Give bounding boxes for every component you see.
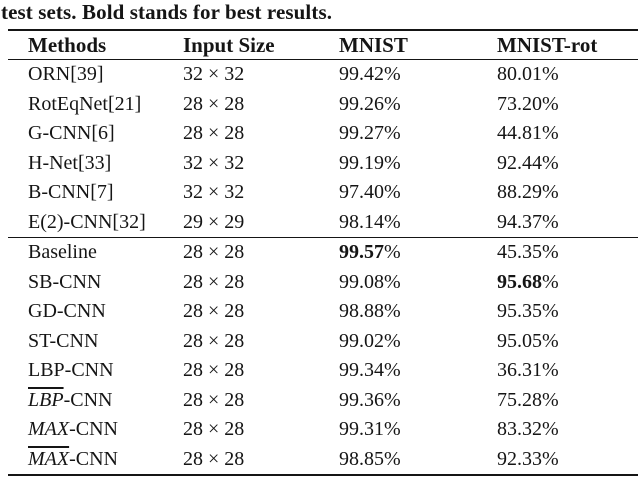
input-size-cell: 28 × 28 [183,418,245,441]
method-cell: LBP-CNN [28,388,113,411]
table-row: MAX-CNN 28 × 28 98.85% 92.33% [8,445,638,476]
mnist-rot-cell: 80.01% [497,63,559,86]
mnist-cell: 99.26% [339,92,401,115]
mnist-cell: 99.36% [339,388,401,411]
mnist-cell: 99.08% [339,270,401,293]
table-row: ST-CNN 28 × 28 99.02% 95.05% [8,327,638,357]
input-size-cell: 32 × 32 [183,151,245,174]
input-size-cell: 28 × 28 [183,388,245,411]
mnist-rot-cell: 88.29% [497,181,559,204]
mnist-rot-cell: 95.05% [497,329,559,352]
table-row: Baseline 28 × 28 99.57% 45.35% [8,237,638,268]
method-cell: MAX-CNN [28,418,118,441]
method-cell: ORN[39] [28,63,104,86]
mnist-rot-cell: 83.32% [497,418,559,441]
mnist-cell: 99.34% [339,359,401,382]
method-cell: H-Net[33] [28,151,112,174]
percent-sign: % [384,241,401,264]
mnist-cell: 98.85% [339,447,401,470]
input-size-cell: 28 × 28 [183,447,245,470]
column-header-input-size: Input Size [183,30,339,60]
mnist-cell: 98.14% [339,210,401,233]
table-row: E(2)-CNN[32] 29 × 29 98.14% 94.37% [8,208,638,238]
mnist-rot-cell: 95.68% [497,268,638,298]
table-row: H-Net[33] 32 × 32 99.19% 92.44% [8,149,638,179]
input-size-cell: 28 × 28 [183,270,245,293]
italic-method-name: MAX [28,418,70,441]
method-cell: MAX-CNN [28,447,118,470]
mnist-rot-cell: 92.44% [497,151,559,174]
mnist-rot-cell: 92.33% [497,447,559,470]
mnist-cell: 99.57% [339,237,497,268]
table-row: MAX-CNN 28 × 28 99.31% 83.32% [8,415,638,445]
mnist-rot-cell: 75.28% [497,388,559,411]
percent-sign: % [542,270,559,293]
input-size-cell: 28 × 28 [183,359,245,382]
mnist-cell: 99.27% [339,122,401,145]
method-cell: G-CNN[6] [28,122,115,145]
input-size-cell: 32 × 32 [183,63,245,86]
mnist-rot-cell: 45.35% [497,237,638,268]
table-row: G-CNN[6] 28 × 28 99.27% 44.81% [8,119,638,149]
table-row: ORN[39] 32 × 32 99.42% 80.01% [8,60,638,90]
results-table: Methods Input Size MNIST MNIST-rot ORN[3… [8,29,638,476]
table-row: RotEqNet[21] 28 × 28 99.26% 73.20% [8,90,638,120]
overline-method-name: LBP [28,388,64,411]
method-cell: GD-CNN [28,300,106,323]
table-row: B-CNN[7] 32 × 32 97.40% 88.29% [8,178,638,208]
mnist-cell: 97.40% [339,181,401,204]
method-cell: RotEqNet[21] [28,92,142,115]
overline-method-name: MAX [28,447,70,470]
table-caption: test sets. Bold stands for best results. [1,0,333,24]
column-header-mnist: MNIST [339,30,497,60]
column-header-mnist-rot: MNIST-rot [497,30,638,60]
column-header-methods: Methods [8,30,183,60]
method-cell: ST-CNN [28,329,99,352]
input-size-cell: 28 × 28 [183,92,245,115]
mnist-cell: 99.42% [339,63,401,86]
mnist-cell: 99.19% [339,151,401,174]
mnist-cell: 98.88% [339,300,401,323]
table-row: LBP-CNN 28 × 28 99.36% 75.28% [8,386,638,416]
input-size-cell: 28 × 28 [183,237,339,268]
method-cell: LBP-CNN [28,359,114,382]
mnist-rot-cell: 94.37% [497,210,559,233]
header-row: Methods Input Size MNIST MNIST-rot [8,30,638,60]
table-row: GD-CNN 28 × 28 98.88% 95.35% [8,297,638,327]
mnist-rot-cell: 95.35% [497,300,559,323]
input-size-cell: 28 × 28 [183,122,245,145]
best-result-value: 95.68 [497,270,542,293]
input-size-cell: 28 × 28 [183,300,245,323]
input-size-cell: 32 × 32 [183,181,245,204]
method-cell: SB-CNN [28,270,102,293]
mnist-rot-cell: 73.20% [497,92,559,115]
mnist-rot-cell: 36.31% [497,359,559,382]
method-cell: Baseline [8,237,183,268]
mnist-cell: 99.31% [339,418,401,441]
method-cell: E(2)-CNN[32] [28,210,146,233]
table-row: LBP-CNN 28 × 28 99.34% 36.31% [8,356,638,386]
input-size-cell: 28 × 28 [183,329,245,352]
input-size-cell: 29 × 29 [183,210,245,233]
mnist-rot-cell: 44.81% [497,122,559,145]
best-result-value: 99.57 [339,241,384,264]
method-cell: B-CNN[7] [28,181,114,204]
table-row: SB-CNN 28 × 28 99.08% 95.68% [8,268,638,298]
mnist-cell: 99.02% [339,329,401,352]
